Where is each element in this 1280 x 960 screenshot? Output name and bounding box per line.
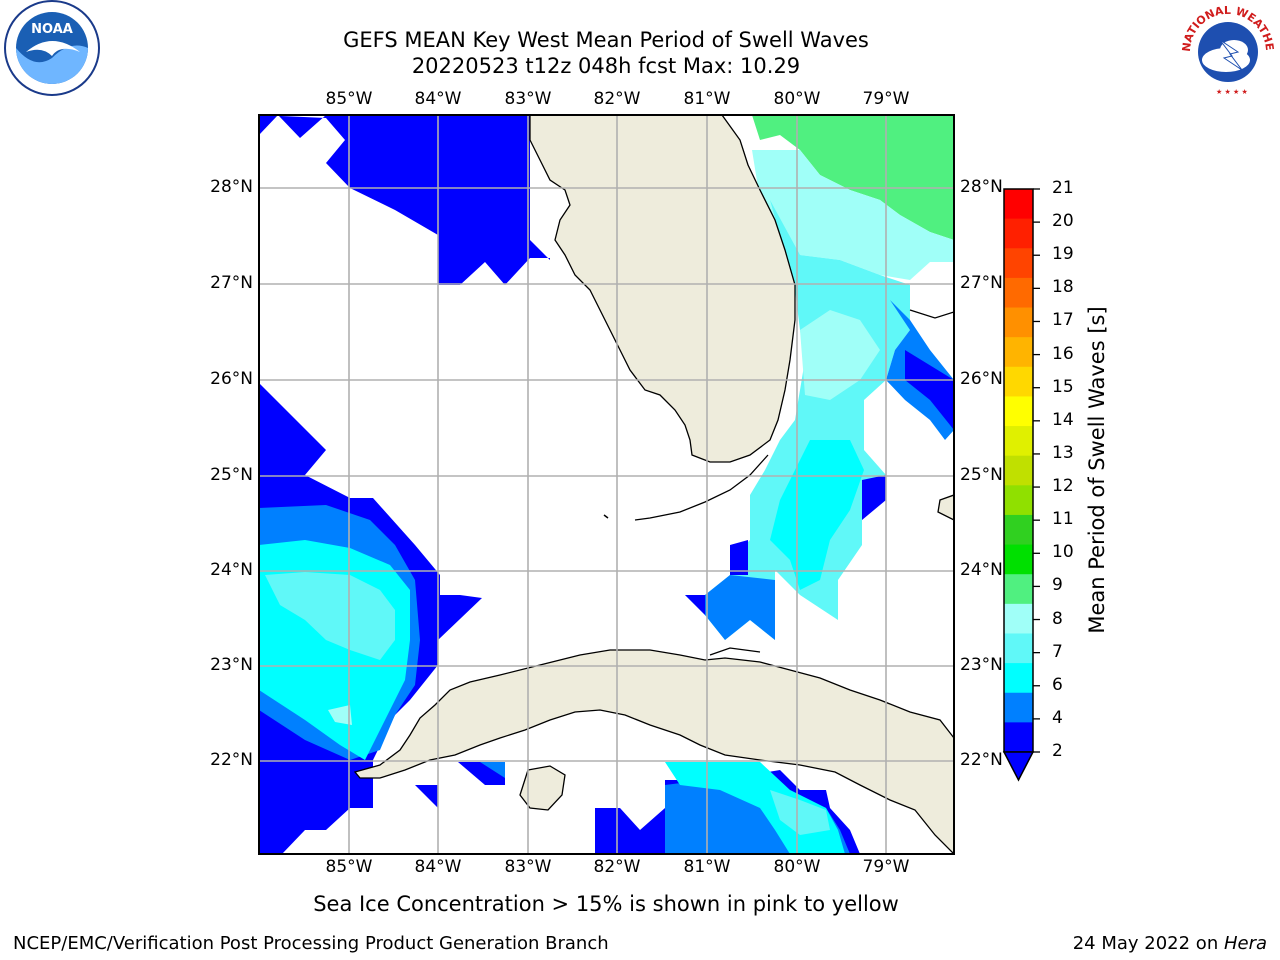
colorbar-tick-label: 7 [1052, 641, 1063, 662]
date-stamp-text: 24 May 2022 on [1072, 933, 1224, 954]
lat-label-left: 25°N [210, 465, 253, 485]
isla-juventud [519, 765, 566, 811]
map-subtitle: 20220523 t12z 048h fcst Max: 10.29 [411, 54, 801, 78]
colorbar-segment [1004, 307, 1033, 338]
colorbar-tick-label: 2 [1052, 741, 1063, 761]
pale-cyan-region-east [752, 150, 954, 280]
colorbar-tick-label: 8 [1052, 608, 1063, 629]
lightcyan-region-west [265, 572, 395, 660]
colorbar-tick-label: 18 [1052, 277, 1074, 298]
colorbar-segment [1004, 574, 1033, 605]
colorbar-segment [1004, 189, 1033, 220]
lon-label-top: 84°W [414, 89, 462, 109]
sea-ice-note: Sea Ice Concentration > 15% is shown in … [313, 892, 899, 916]
colorbar-segment [1004, 426, 1033, 457]
lon-label-bottom: 83°W [504, 857, 552, 877]
colorbar-tick-label: 4 [1052, 707, 1063, 728]
colorbar-tick-label: 12 [1052, 476, 1074, 497]
lat-label-right: 26°N [960, 369, 1003, 389]
lat-label-right: 23°N [960, 655, 1003, 675]
colorbar-segment [1004, 663, 1033, 694]
credit-text: NCEP/EMC/Verification Post Processing Pr… [13, 933, 609, 954]
lon-label-top: 82°W [593, 89, 641, 109]
noaa-logo: NOAA [4, 0, 100, 96]
map-title: GEFS MEAN Key West Mean Period of Swell … [343, 28, 869, 52]
lon-label-bottom: 81°W [683, 857, 731, 877]
colorbar-segment [1004, 544, 1033, 575]
colorbar-tick-label: 16 [1052, 343, 1074, 364]
lat-label-right: 24°N [960, 560, 1003, 580]
florida-land [529, 115, 796, 463]
blue-region-nw [259, 115, 550, 285]
host-name: Hera [1223, 933, 1267, 954]
colorbar-tick-label: 20 [1052, 211, 1074, 232]
lat-label-left: 26°N [210, 369, 253, 389]
cuba-land [353, 649, 954, 854]
colorbar-segment [1004, 455, 1033, 486]
date-stamp: 24 May 2022 on Hera [1073, 933, 1267, 954]
colorbar-segment [1004, 722, 1033, 753]
lat-label-left: 22°N [210, 750, 253, 770]
lon-label-bottom: 79°W [862, 857, 910, 877]
colorbar-segment [1004, 603, 1033, 634]
colorbar-segment [1004, 514, 1033, 546]
colorbar-segment [1004, 633, 1033, 664]
lat-label-left: 28°N [210, 177, 253, 197]
colorbar-tick-label: 6 [1052, 674, 1063, 695]
colorbar-tick-label: 14 [1052, 409, 1074, 430]
lon-label-bottom: 84°W [414, 857, 462, 877]
colorbar-tick-label: 17 [1052, 310, 1074, 331]
colorbar-tick-label: 21 [1052, 178, 1074, 198]
lat-label-right: 27°N [960, 273, 1003, 293]
colorbar-tick-label: 19 [1052, 244, 1074, 265]
lon-label-bottom: 85°W [325, 857, 373, 877]
colorbar [1004, 188, 1040, 753]
colorbar-tick-label: 10 [1052, 542, 1074, 563]
colorbar-tick-label: 13 [1052, 442, 1074, 463]
lon-label-top: 85°W [325, 89, 373, 109]
lat-label-left: 27°N [210, 273, 253, 293]
colorbar-segment [1004, 337, 1033, 368]
colorbar-segment [1004, 485, 1033, 516]
colorbar-segment [1004, 248, 1033, 279]
lat-label-right: 22°N [960, 750, 1003, 770]
colorbar-title: Mean Period of Swell Waves [s] [1085, 306, 1109, 634]
lat-label-right: 28°N [960, 177, 1003, 197]
colorbar-segment [1004, 396, 1033, 427]
map-frame [258, 114, 955, 855]
nws-logo: NATIONAL WEATHER SERVICE ★ ★ ★ ★ [1176, 0, 1276, 98]
colorbar-tick-label: 11 [1052, 509, 1074, 530]
colorbar-tick-label: 9 [1052, 575, 1063, 596]
lat-label-left: 23°N [210, 655, 253, 675]
lon-label-top: 81°W [683, 89, 731, 109]
lon-label-bottom: 80°W [773, 857, 821, 877]
colorbar-tick-label: 15 [1052, 376, 1074, 397]
colorbar-segment [1004, 277, 1033, 309]
graticule [259, 115, 954, 854]
lat-label-left: 24°N [210, 560, 253, 580]
green-region-ne [752, 115, 954, 240]
svg-text:★ ★ ★ ★: ★ ★ ★ ★ [1216, 88, 1248, 96]
lon-label-top: 79°W [862, 89, 910, 109]
noaa-logo-text: NOAA [31, 22, 73, 37]
lon-label-top: 83°W [504, 89, 552, 109]
colorbar-segment [1004, 692, 1033, 723]
lon-label-top: 80°W [773, 89, 821, 109]
colorbar-segment [1004, 366, 1033, 397]
colorbar-segment [1004, 218, 1033, 249]
colorbar-extend-triangle [1002, 751, 1035, 782]
lon-label-bottom: 82°W [593, 857, 641, 877]
lat-label-right: 25°N [960, 465, 1003, 485]
